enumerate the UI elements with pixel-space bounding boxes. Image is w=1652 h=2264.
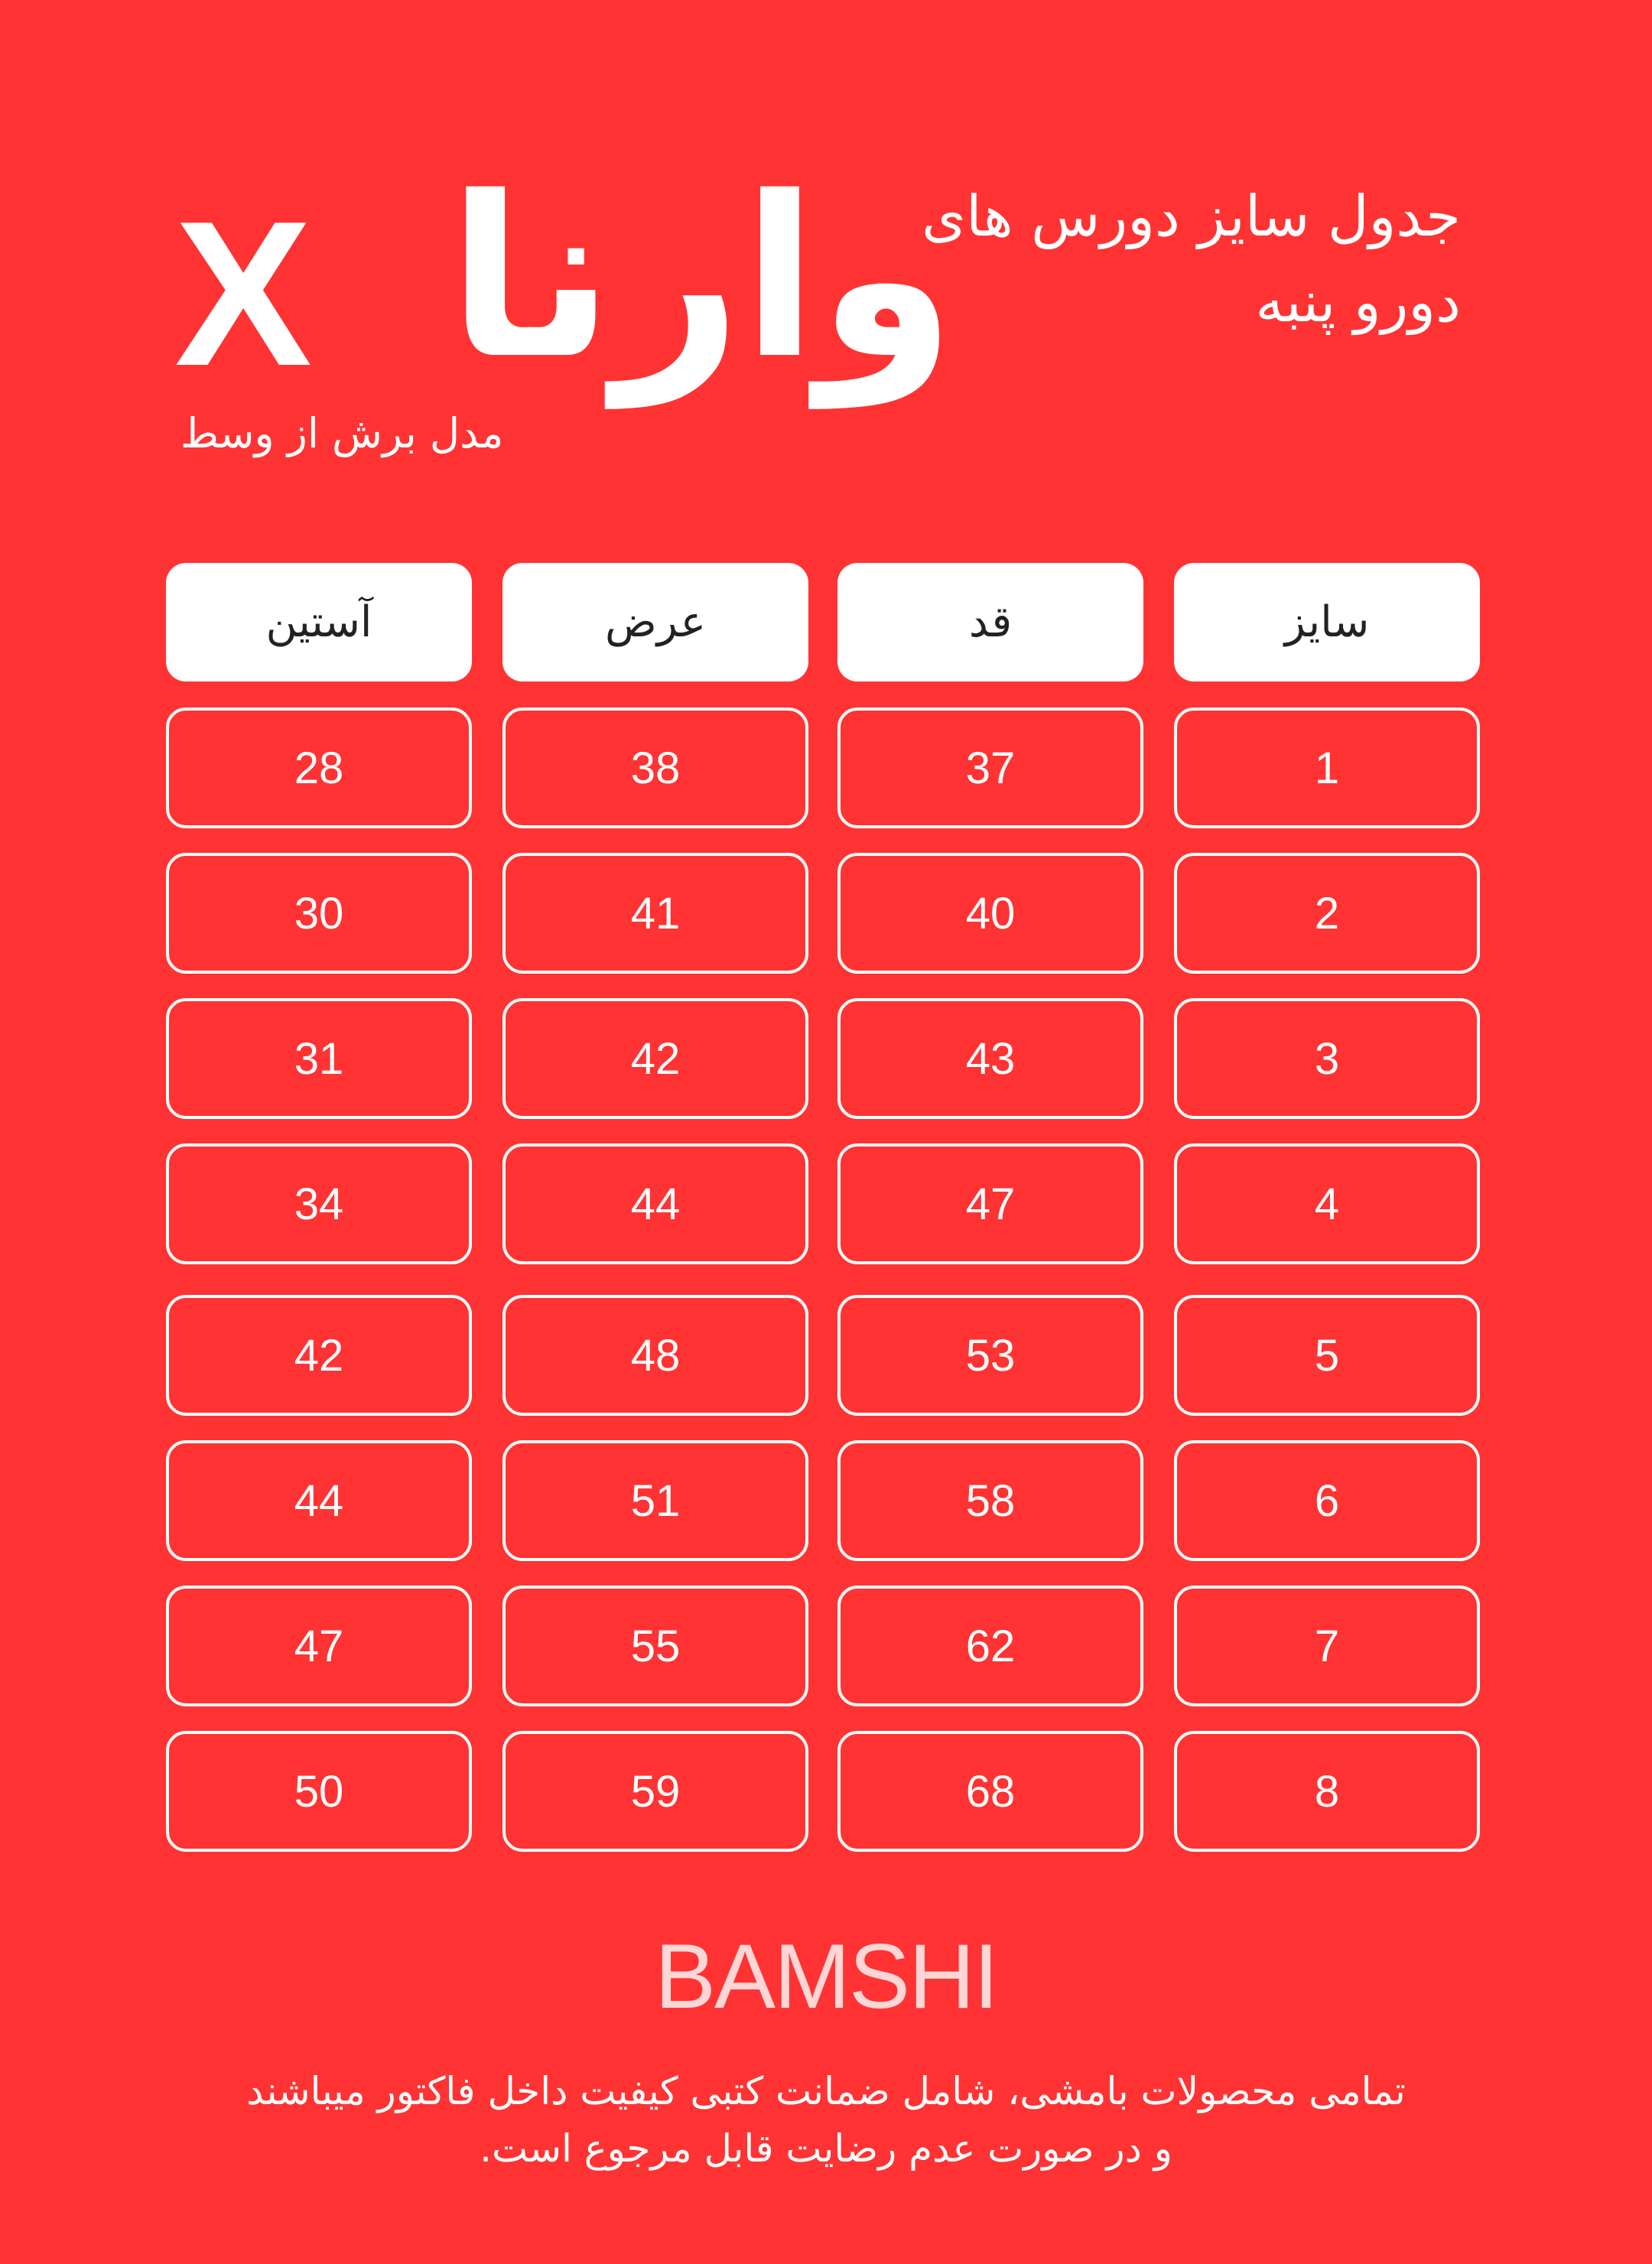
table-cell: 38 <box>502 708 808 828</box>
table-cell: 1 <box>1174 708 1480 828</box>
table-cell: 6 <box>1174 1440 1480 1561</box>
footer-line2: و در صورت عدم رضایت قابل مرجوع است. <box>480 2126 1172 2171</box>
page-title-line1: جدول سایز دورس های <box>922 184 1461 249</box>
table-cell: 51 <box>502 1440 808 1561</box>
table-cell: 28 <box>166 708 472 828</box>
table-cell: 7 <box>1174 1586 1480 1706</box>
column-header: قد <box>837 563 1143 681</box>
table-cell: 42 <box>166 1295 472 1416</box>
column-header: آستین <box>166 563 472 681</box>
column-header: عرض <box>502 563 808 681</box>
brand-name: وارنا <box>447 150 956 408</box>
table-cell: 34 <box>166 1143 472 1264</box>
table-cell: 8 <box>1174 1731 1480 1852</box>
bamshi-logo: BAMSHI <box>654 1925 999 2028</box>
footer-line1: تمامی محصولات بامشی، شامل ضمانت کتبی کیف… <box>246 2069 1406 2113</box>
table-cell: 42 <box>502 998 808 1119</box>
table-cell: 43 <box>837 998 1143 1119</box>
table-cell: 58 <box>837 1440 1143 1561</box>
table-cell: 40 <box>837 853 1143 974</box>
table-cell: 41 <box>502 853 808 974</box>
table-cell: 59 <box>502 1731 808 1852</box>
table-cell: 55 <box>502 1586 808 1706</box>
column-header: سایز <box>1174 563 1480 681</box>
table-cell: 62 <box>837 1586 1143 1706</box>
table-cell: 47 <box>837 1143 1143 1264</box>
brand-mark: X <box>174 179 313 409</box>
table-cell: 50 <box>166 1731 472 1852</box>
table-cell: 4 <box>1174 1143 1480 1264</box>
page-title-line2: دورو پنبه <box>1255 269 1461 335</box>
table-cell: 47 <box>166 1586 472 1706</box>
table-cell: 48 <box>502 1295 808 1416</box>
table-cell: 37 <box>837 708 1143 828</box>
table-cell: 5 <box>1174 1295 1480 1416</box>
subtitle: مدل برش از وسط <box>180 409 504 457</box>
table-cell: 2 <box>1174 853 1480 974</box>
table-cell: 44 <box>166 1440 472 1561</box>
table-cell: 53 <box>837 1295 1143 1416</box>
table-cell: 3 <box>1174 998 1480 1119</box>
table-cell: 44 <box>502 1143 808 1264</box>
table-cell: 30 <box>166 853 472 974</box>
table-cell: 31 <box>166 998 472 1119</box>
table-cell: 68 <box>837 1731 1143 1852</box>
